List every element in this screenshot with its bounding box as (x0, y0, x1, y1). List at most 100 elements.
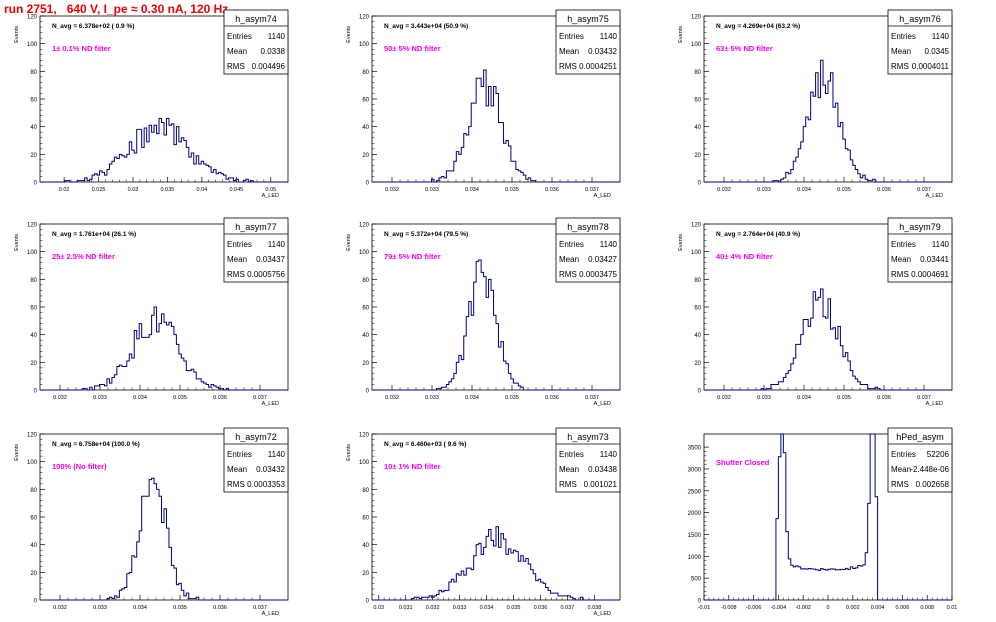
y-tick-label: 60 (30, 306, 37, 312)
stats-key: Entries (227, 240, 252, 249)
stats-key: Entries (559, 32, 584, 41)
y-tick-label: 60 (362, 98, 369, 104)
x-tick-label: 0.031 (399, 605, 413, 611)
stats-key: Mean (891, 465, 911, 474)
panel-h_asym77: 0 20 40 60 80 100 120 0.032 0.033 0.034 0.035 0.036… (14, 217, 289, 407)
x-axis-label: A_LED (594, 193, 611, 199)
stats-key: RMS (227, 62, 245, 71)
stats-title: h_asym76 (899, 14, 941, 24)
y-tick-label: 40 (30, 333, 37, 339)
y-tick-label: 3000 (688, 467, 702, 473)
y-tick-label: 40 (362, 125, 369, 131)
y-tick-label: 80 (362, 278, 369, 284)
x-tick-label: 0.033 (757, 395, 771, 401)
y-tick-label: 2500 (688, 489, 702, 495)
y-tick-label: 20 (694, 361, 701, 367)
stats-title: h_asym74 (235, 14, 277, 24)
y-tick-label: 120 (691, 15, 702, 21)
x-tick-label: -0.002 (795, 605, 811, 611)
y-tick-label: 60 (362, 306, 369, 312)
y-tick-label: 20 (362, 571, 369, 577)
y-tick-label: 100 (359, 460, 370, 466)
stats-key: Entries (559, 240, 584, 249)
x-tick-label: 0.032 (426, 605, 440, 611)
y-tick-label: 1500 (688, 533, 702, 539)
stats-value: 0.0345 (925, 47, 950, 56)
x-tick-label: 0.032 (717, 395, 731, 401)
stats-key: Mean (227, 255, 247, 264)
panel-h_asym76: 0 20 40 60 80 100 120 0.032 0.033 0.034 0.035 0.036… (678, 9, 953, 199)
y-tick-label: 100 (27, 42, 38, 48)
histogram-line (40, 117, 288, 183)
x-tick-label: 0.036 (213, 605, 227, 611)
x-tick-label: 0.032 (53, 605, 67, 611)
y-tick-label: 2000 (688, 511, 702, 517)
y-tick-label: 100 (27, 460, 38, 466)
x-tick-label: -0.01 (698, 605, 711, 611)
y-tick-label: 0 (34, 389, 38, 395)
y-tick-label: 40 (30, 125, 37, 131)
y-axis-label: Events (346, 26, 352, 43)
x-tick-label: 0.037 (917, 395, 931, 401)
y-axis-label: Events (346, 234, 352, 251)
header-text: N_avg = 1.761e+04 (26.1 %) (52, 231, 136, 238)
x-tick-label: 0.034 (133, 395, 147, 401)
panel-h_asym72: 0 20 40 60 80 100 120 0.032 0.033 0.034 0.035 0.036… (14, 427, 289, 617)
header-text: N_avg = 6.460e+03 ( 9.6 %) (384, 441, 466, 448)
stats-title: h_asym72 (235, 432, 277, 442)
y-tick-label: 80 (362, 488, 369, 494)
x-axis-label: A_LED (262, 193, 279, 199)
x-tick-label: -0.008 (721, 605, 737, 611)
stats-key: RMS (227, 270, 245, 279)
stats-box-frame (887, 427, 953, 493)
stats-key: Mean (227, 47, 247, 56)
stats-key: RMS (559, 480, 577, 489)
x-tick-label: 0.037 (561, 605, 575, 611)
stats-key: Mean (227, 465, 247, 474)
y-tick-label: 120 (359, 223, 370, 229)
stats-key: Entries (227, 450, 252, 459)
x-tick-label: 0.032 (385, 187, 399, 193)
stats-box: h_asym74 Entries 1140 Mean 0.0338 RMS 0.004496 (223, 9, 289, 75)
stats-title: h_asym75 (567, 14, 609, 24)
x-tick-label: 0.034 (465, 187, 479, 193)
stats-title: h_asym77 (235, 222, 277, 232)
x-tick-label: 0.03 (373, 605, 384, 611)
stats-box-frame (555, 427, 621, 493)
y-axis-label: Events (678, 26, 684, 43)
histogram-line (372, 69, 620, 183)
y-tick-label: 20 (30, 361, 37, 367)
x-tick-label: 0.032 (385, 395, 399, 401)
header-text: N_avg = 4.269e+04 (63.2 %) (716, 23, 800, 30)
x-tick-label: 0.035 (507, 605, 521, 611)
header-text: N_avg = 2.764e+04 (40.9 %) (716, 231, 800, 238)
stats-value: 1140 (932, 32, 950, 41)
x-tick-label: -0.006 (746, 605, 762, 611)
stats-value: 1140 (268, 32, 286, 41)
y-tick-label: 100 (691, 42, 702, 48)
stats-title: h_asym73 (567, 432, 609, 442)
x-tick-label: 0.01 (947, 605, 958, 611)
stats-key: RMS (227, 480, 245, 489)
x-tick-label: 0.032 (717, 187, 731, 193)
stats-key: Entries (559, 450, 584, 459)
x-tick-label: 0.035 (837, 187, 851, 193)
filter-annotation: 79± 5% ND filter (384, 252, 441, 261)
stats-title: hPed_asym (896, 432, 944, 442)
y-tick-label: 80 (30, 278, 37, 284)
x-tick-label: 0.034 (797, 187, 811, 193)
y-tick-label: 80 (30, 70, 37, 76)
y-tick-label: 0 (34, 599, 38, 605)
stats-key: RMS (559, 270, 577, 279)
x-tick-label: 0.036 (877, 187, 891, 193)
y-tick-label: 3500 (688, 446, 702, 452)
header-text: N_avg = 5.372e+04 (79.5 %) (384, 231, 468, 238)
x-tick-label: 0.05 (265, 187, 276, 193)
stats-value: 0.03427 (588, 255, 617, 264)
x-axis-label: A_LED (594, 611, 611, 617)
y-tick-label: 100 (359, 42, 370, 48)
x-tick-label: 0.037 (585, 395, 599, 401)
y-tick-label: 0 (698, 599, 702, 605)
x-tick-label: 0.037 (253, 605, 267, 611)
